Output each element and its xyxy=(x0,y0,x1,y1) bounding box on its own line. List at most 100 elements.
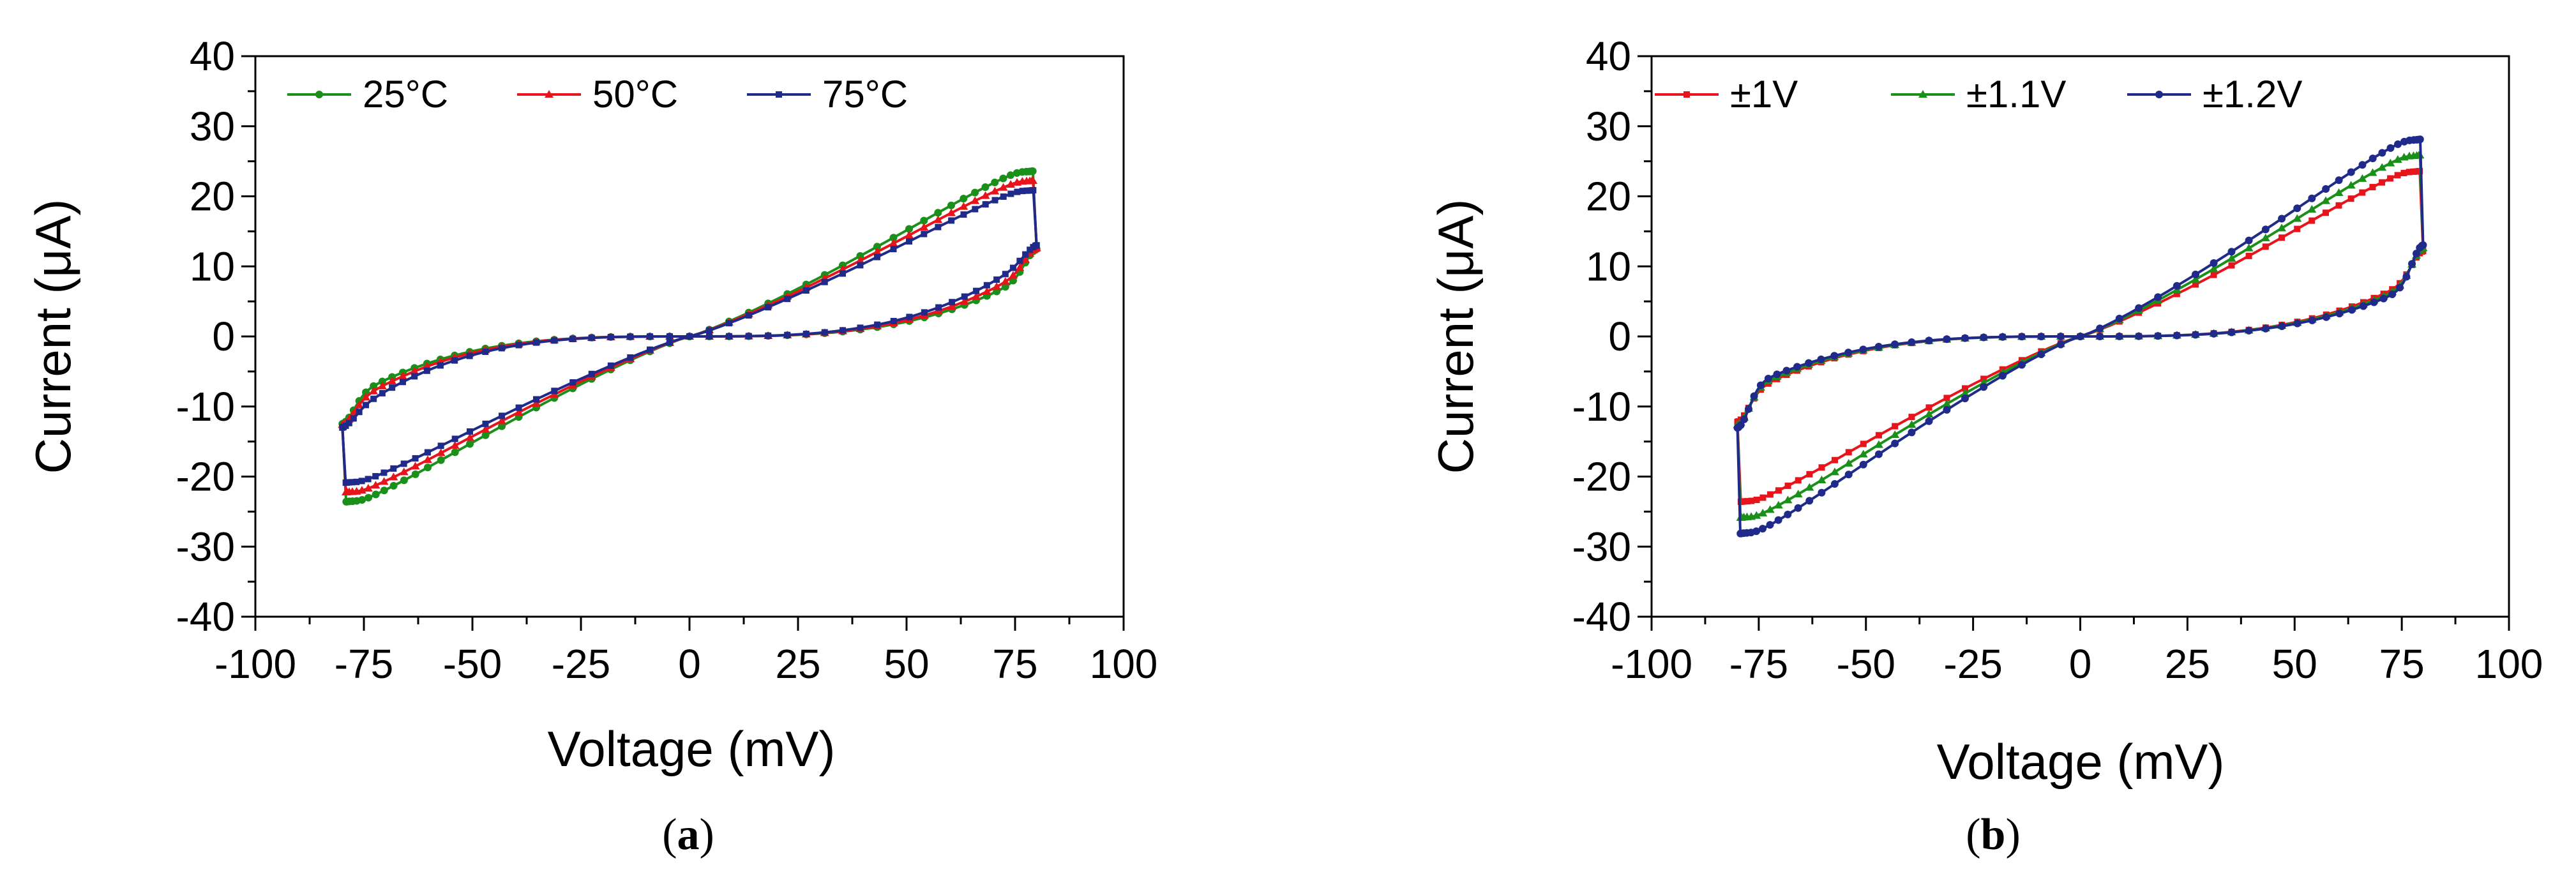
data-point xyxy=(349,479,356,486)
y-tick-label: 0 xyxy=(212,313,235,359)
data-point xyxy=(1028,176,1038,184)
data-point xyxy=(1758,508,1768,516)
data-point xyxy=(2369,184,2376,191)
data-point xyxy=(992,282,1002,290)
data-point xyxy=(935,304,942,311)
data-point xyxy=(380,469,388,476)
data-point xyxy=(890,317,897,324)
data-point xyxy=(960,195,968,203)
data-point xyxy=(498,422,506,430)
data-point xyxy=(890,246,897,253)
data-point xyxy=(1021,255,1030,263)
data-point xyxy=(499,412,506,419)
data-point xyxy=(1924,410,1934,418)
data-point xyxy=(2388,290,2397,298)
data-point xyxy=(856,252,864,260)
axis-ticks-a: -100 -75 -50 -25 0 25 50 75 100-40-30-20-1001020… xyxy=(176,33,1158,687)
data-point xyxy=(1925,336,1933,345)
data-point xyxy=(2322,313,2330,321)
data-point xyxy=(1764,375,1772,383)
x-axis-title: Voltage (mV) xyxy=(548,721,836,777)
y-tick-label: 20 xyxy=(1586,174,1631,220)
data-point xyxy=(1008,271,1018,279)
data-point xyxy=(745,312,752,319)
data-point xyxy=(1943,335,1951,343)
y-tick-label: -10 xyxy=(1572,384,1632,430)
data-point xyxy=(2293,319,2301,328)
y-tick-label: -10 xyxy=(176,384,236,430)
data-point xyxy=(1794,504,1802,512)
data-point xyxy=(2393,155,2402,163)
legend-marker xyxy=(776,91,782,98)
data-point xyxy=(2017,333,2026,341)
data-point xyxy=(2209,264,2218,273)
plot-lines-b xyxy=(1733,135,2428,538)
data-point xyxy=(372,472,379,479)
data-point xyxy=(436,448,446,456)
data-point xyxy=(2368,168,2377,176)
data-point xyxy=(2379,179,2386,186)
data-point xyxy=(2408,260,2416,268)
data-point xyxy=(2210,259,2218,267)
data-point xyxy=(949,299,956,306)
data-point xyxy=(2416,135,2424,144)
data-point xyxy=(726,333,733,340)
legend-marker xyxy=(1918,90,1927,98)
data-point xyxy=(821,329,828,336)
data-point xyxy=(706,333,713,340)
data-point xyxy=(1858,449,1868,458)
y-tick-label: 30 xyxy=(190,103,235,149)
data-point xyxy=(2037,333,2045,341)
data-point xyxy=(588,370,595,377)
data-point xyxy=(1753,496,1760,503)
data-point xyxy=(532,339,539,346)
data-point xyxy=(2378,149,2386,157)
data-point xyxy=(2413,250,2421,258)
data-point xyxy=(998,183,1008,191)
legend-marker xyxy=(545,90,554,98)
data-point xyxy=(972,206,979,213)
data-point xyxy=(889,239,898,247)
data-point xyxy=(2154,332,2162,340)
data-point xyxy=(423,367,430,374)
data-point xyxy=(1030,186,1037,193)
data-point xyxy=(935,223,942,230)
data-point xyxy=(378,377,386,386)
data-point xyxy=(1890,430,1900,439)
data-point xyxy=(1752,511,1761,519)
data-point xyxy=(2210,329,2218,338)
data-point xyxy=(1845,449,1852,456)
data-point xyxy=(1740,415,1748,423)
chart-panel-a: -100 -75 -50 -25 0 25 50 75 100-40-30-20-1001020… xyxy=(25,33,1158,859)
data-point xyxy=(341,487,350,495)
x-tick-label: 0 xyxy=(678,641,701,687)
data-point xyxy=(686,333,693,340)
panel-caption-b: (b) xyxy=(1966,810,2021,859)
data-point xyxy=(2335,176,2343,184)
data-point xyxy=(802,330,810,337)
data-point xyxy=(971,188,979,197)
data-point xyxy=(2308,194,2316,202)
data-point xyxy=(2369,154,2377,163)
data-point xyxy=(2396,283,2404,292)
data-point xyxy=(2210,271,2217,278)
data-point xyxy=(424,463,432,472)
data-point xyxy=(2191,275,2201,283)
data-point xyxy=(389,384,396,391)
x-tick-label: -25 xyxy=(1943,641,2003,687)
data-point xyxy=(2386,158,2395,167)
data-point xyxy=(1758,525,1766,533)
x-tick-label: -75 xyxy=(335,641,394,687)
data-point xyxy=(390,465,397,472)
data-point xyxy=(947,208,956,216)
data-point xyxy=(2261,225,2270,234)
data-point xyxy=(857,324,864,331)
data-point xyxy=(2347,168,2355,176)
data-point xyxy=(1943,395,1950,402)
data-point xyxy=(2359,302,2367,310)
data-point xyxy=(2227,248,2236,256)
data-point xyxy=(389,472,398,481)
x-tick-label: 75 xyxy=(2379,641,2425,687)
data-point xyxy=(2377,163,2387,171)
data-point xyxy=(451,357,458,364)
